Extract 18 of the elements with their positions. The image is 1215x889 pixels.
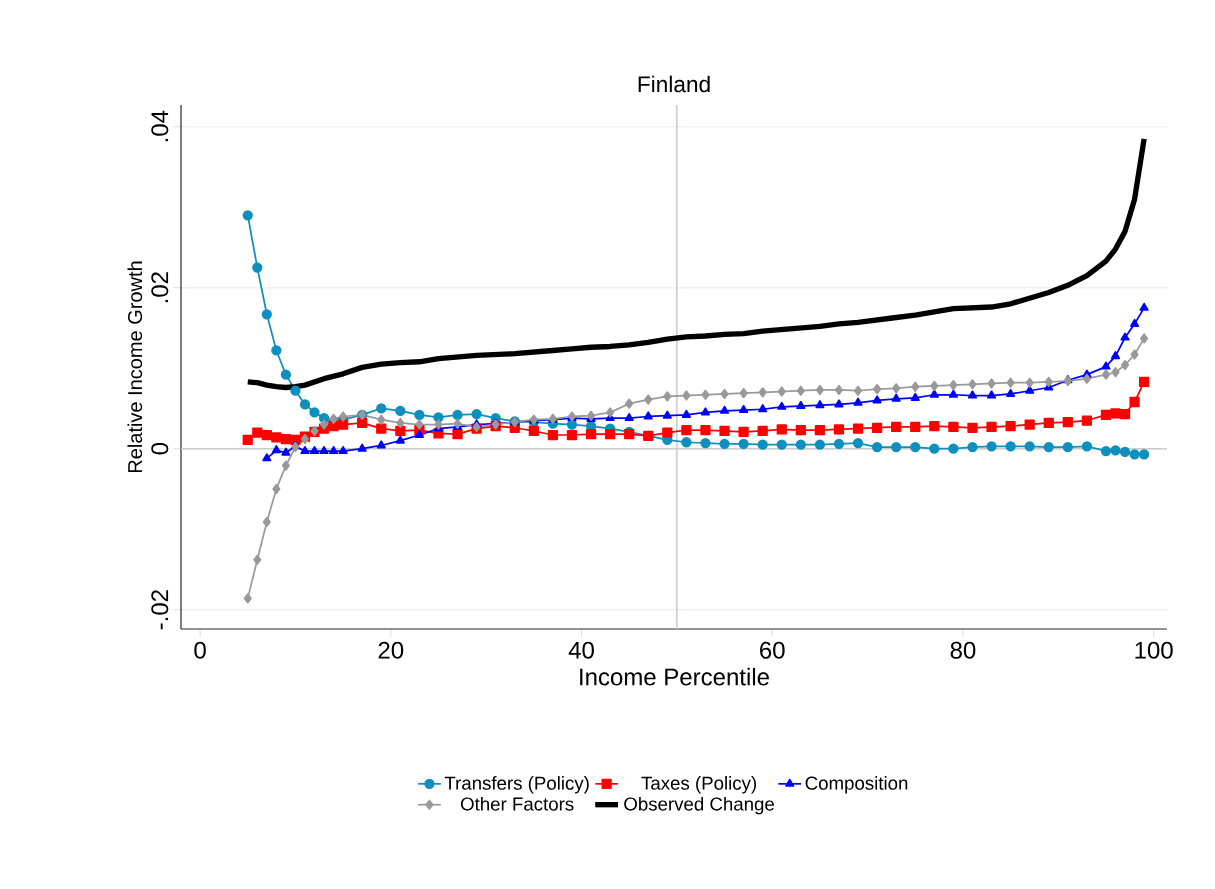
- legend-label: Observed Change: [624, 796, 774, 815]
- y-tick-label: 0: [151, 442, 169, 455]
- y-axis-title: Relative Income Growth: [127, 261, 143, 473]
- y-tick-label: .04: [151, 110, 169, 142]
- chart-title: Finland: [638, 75, 710, 93]
- x-axis-title: Income Percentile: [580, 667, 769, 686]
- legend-label: Other Factors: [460, 796, 574, 811]
- x-tick-label: 20: [378, 641, 404, 659]
- x-tick-label: 60: [760, 641, 785, 659]
- x-tick-label: 100: [1135, 641, 1173, 659]
- legend-label: Taxes (Policy): [641, 776, 757, 794]
- x-tick-label: 0: [194, 641, 206, 659]
- x-tick-label: 80: [950, 641, 976, 659]
- x-tick-label: 40: [568, 641, 594, 659]
- legend-label: Transfers (Policy): [444, 776, 589, 794]
- y-tick-label: .02: [151, 272, 169, 303]
- legend-label: Composition: [805, 776, 908, 794]
- y-tick-label: -.02: [151, 590, 169, 630]
